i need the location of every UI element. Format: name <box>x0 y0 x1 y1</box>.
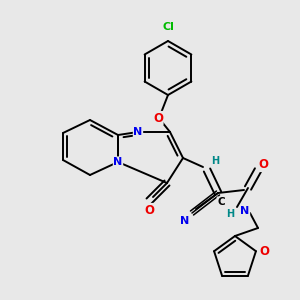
Text: N: N <box>134 127 142 137</box>
Text: O: O <box>144 203 154 217</box>
Text: H: H <box>211 156 219 166</box>
Text: O: O <box>153 112 163 124</box>
Text: O: O <box>259 245 269 258</box>
Text: Cl: Cl <box>162 22 174 32</box>
Text: C: C <box>217 197 225 207</box>
Text: H: H <box>226 209 234 219</box>
Text: N: N <box>113 157 123 167</box>
Text: N: N <box>240 206 250 216</box>
Text: O: O <box>258 158 268 172</box>
Text: N: N <box>180 216 190 226</box>
